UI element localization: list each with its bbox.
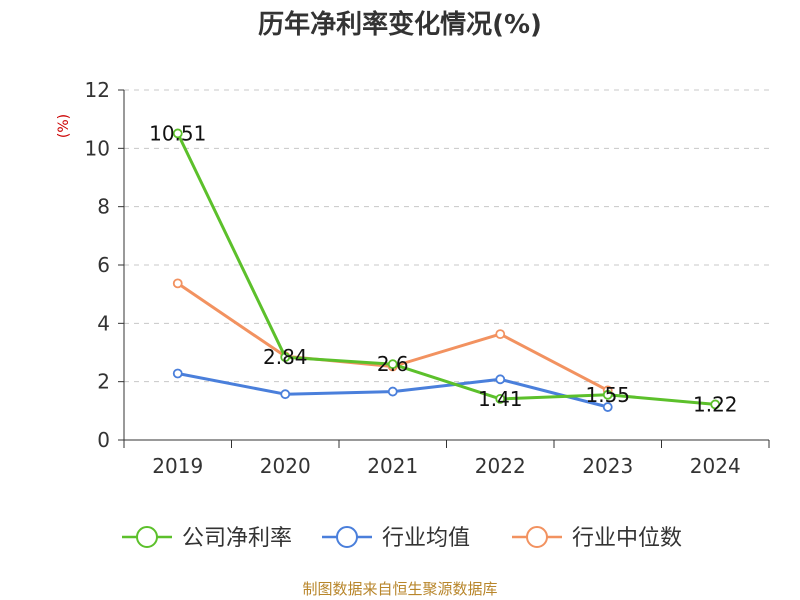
legend-marker xyxy=(336,526,358,548)
y-tick-label: 0 xyxy=(97,428,110,452)
data-point xyxy=(602,389,613,400)
data-label: 2.6 xyxy=(377,352,409,376)
data-label: 2.84 xyxy=(263,345,308,369)
y-tick-label: 6 xyxy=(97,253,110,277)
grid-lines xyxy=(124,89,769,383)
legend-marker xyxy=(136,526,158,548)
data-label: 1.55 xyxy=(585,383,630,407)
data-point xyxy=(387,386,398,397)
data-point xyxy=(172,278,183,289)
legend-label: 行业均值 xyxy=(382,526,470,551)
x-tick-label: 2022 xyxy=(475,454,526,478)
x-tick-label: 2024 xyxy=(690,454,741,478)
y-tick-label: 4 xyxy=(97,311,110,335)
data-point xyxy=(280,389,291,400)
data-label: 1.41 xyxy=(478,387,523,411)
x-tick-label: 2021 xyxy=(367,454,418,478)
data-label: 10.51 xyxy=(149,121,206,145)
data-point xyxy=(495,393,506,404)
data-label: 1.22 xyxy=(693,392,738,416)
legend-marker xyxy=(526,526,548,548)
source-note: 制图数据来自恒生聚源数据库 xyxy=(302,580,497,598)
x-tick-label: 2019 xyxy=(152,454,203,478)
x-tick-label: 2023 xyxy=(582,454,633,478)
y-tick-label: 10 xyxy=(85,136,110,160)
series-line xyxy=(176,132,716,406)
data-point xyxy=(710,399,721,410)
data-point xyxy=(495,329,506,340)
y-tick-label: 2 xyxy=(97,370,110,394)
data-point xyxy=(280,352,291,363)
legend[interactable]: 公司净利率 行业均值 行业中位数 xyxy=(122,526,682,551)
data-point xyxy=(172,368,183,379)
chart-title: 历年净利率变化情况(%) xyxy=(258,9,542,40)
data-point xyxy=(172,128,183,139)
legend-label: 公司净利率 xyxy=(182,526,292,551)
data-point xyxy=(387,359,398,370)
data-point xyxy=(495,374,506,385)
axes: 0 2 4 6 8 10 12 2019 2020 2021 2022 2023 2024 xyxy=(85,78,770,478)
data-point xyxy=(602,402,613,412)
y-axis-label: (%) xyxy=(56,114,72,138)
y-tick-label: 12 xyxy=(85,78,110,102)
x-tick-label: 2020 xyxy=(260,454,311,478)
y-tick-label: 8 xyxy=(97,195,110,219)
legend-label: 行业中位数 xyxy=(572,526,682,551)
data-labels: 10.51 2.84 2.6 1.41 1.55 1.22 xyxy=(149,121,737,416)
series-lines xyxy=(172,128,721,412)
